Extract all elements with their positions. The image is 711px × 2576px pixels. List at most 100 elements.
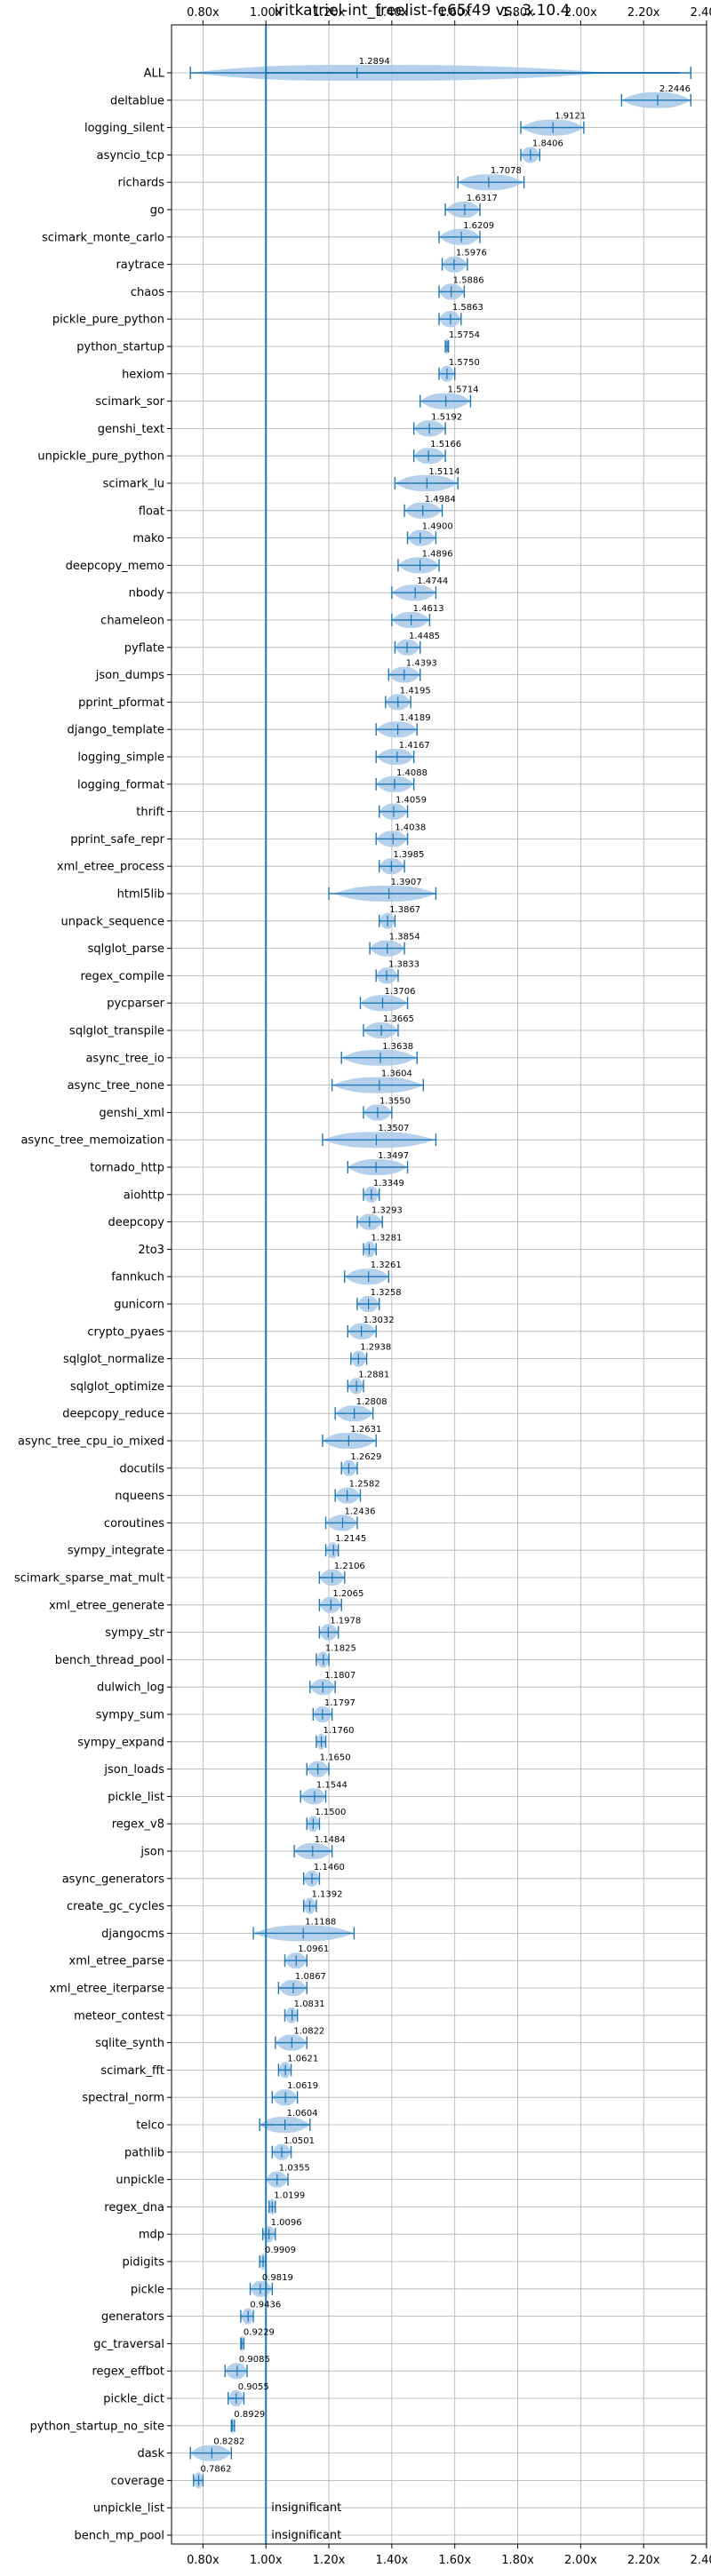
benchmark-label: regex_effbot: [92, 2365, 164, 2379]
value-label: 1.1760: [324, 1726, 355, 1736]
benchmark-label: create_gc_cycles: [67, 1900, 164, 1913]
value-label: 1.0604: [287, 2109, 318, 2119]
x-tick-label-top: 1.20x: [313, 6, 346, 20]
benchmark-label: pickle_dict: [103, 2393, 164, 2406]
value-label: 1.0619: [287, 2081, 318, 2091]
benchmark-label: async_tree_cpu_io_mixed: [18, 1435, 164, 1449]
value-label: 1.4167: [399, 741, 430, 751]
value-label: 1.6209: [463, 221, 494, 231]
benchmark-label: coverage: [111, 2475, 164, 2488]
benchmark-label: bench_mp_pool: [74, 2530, 164, 2543]
value-label: 1.3261: [371, 1260, 402, 1270]
benchmark-label: sqlglot_parse: [88, 942, 164, 956]
value-label: 1.2629: [350, 1452, 381, 1462]
benchmark-label: float: [139, 505, 164, 518]
benchmark-label: sympy_sum: [96, 1709, 164, 1722]
benchmark-label: deepcopy: [108, 1216, 164, 1229]
benchmark-label: sqlglot_transpile: [69, 1025, 164, 1038]
benchmark-label: pickle: [131, 2283, 164, 2296]
value-label: 1.4900: [422, 522, 453, 532]
benchmark-label: meteor_contest: [74, 2009, 164, 2023]
value-label: 1.5166: [430, 440, 461, 449]
value-label: 1.2582: [349, 1480, 380, 1490]
x-tick-label-bottom: 1.00x: [250, 2554, 283, 2567]
benchmark-label: chaos: [131, 286, 164, 299]
benchmark-label: xml_etree_generate: [49, 1599, 164, 1612]
benchmark-label: coroutines: [104, 1517, 164, 1530]
benchmark-label: unpack_sequence: [60, 915, 164, 928]
value-label: 1.4088: [396, 768, 427, 778]
benchmark-label: python_startup: [76, 341, 164, 354]
value-label: 1.1460: [314, 1863, 345, 1872]
benchmark-label: html5lib: [117, 888, 164, 902]
benchmark-label: richards: [118, 177, 165, 190]
benchmark-label: pickle_list: [108, 1791, 164, 1804]
benchmark-label: json_dumps: [95, 669, 164, 682]
value-label: 0.9436: [250, 2301, 281, 2310]
value-label: 1.4059: [395, 796, 427, 806]
value-label: 1.2808: [356, 1397, 387, 1407]
benchmark-label: genshi_xml: [99, 1107, 164, 1120]
benchmark-label: raytrace: [116, 258, 164, 272]
value-label: 1.3293: [371, 1206, 403, 1216]
benchmark-label: scimark_lu: [103, 478, 164, 491]
value-label: 0.8929: [234, 2410, 265, 2420]
benchmark-label: fannkuch: [111, 1271, 164, 1284]
benchmark-label: asyncio_tcp: [97, 149, 164, 163]
benchmark-label: go: [150, 204, 164, 218]
value-label: 1.1544: [316, 1780, 348, 1790]
value-label: 1.0501: [284, 2136, 315, 2146]
insignificant-label: insignificant: [271, 2501, 341, 2515]
benchmark-label: python_startup_no_site: [30, 2420, 164, 2433]
value-label: 1.2631: [350, 1425, 381, 1435]
benchmark-label: nqueens: [115, 1490, 164, 1503]
benchmark-label: docutils: [119, 1462, 164, 1475]
value-label: 1.3854: [389, 933, 420, 942]
value-label: 1.1825: [325, 1643, 356, 1653]
value-label: 1.4613: [413, 604, 444, 614]
benchmark-label: 2to3: [138, 1244, 164, 1257]
value-label: 1.3032: [363, 1316, 395, 1325]
benchmark-label: pidigits: [123, 2256, 165, 2270]
benchmark-label: gunicorn: [114, 1299, 164, 1312]
value-label: 1.1807: [324, 1671, 356, 1681]
benchmark-label: pathlib: [124, 2146, 164, 2159]
value-label: 0.9055: [238, 2382, 269, 2392]
benchmark-label: sqlite_synth: [95, 2037, 164, 2050]
benchmark-label: regex_compile: [80, 970, 164, 983]
value-label: 1.2436: [344, 1507, 375, 1516]
x-tick-label-top: 1.60x: [438, 6, 471, 20]
benchmark-label: nbody: [129, 587, 165, 600]
value-label: 1.5714: [448, 386, 479, 395]
value-label: 1.0355: [279, 2164, 310, 2174]
value-label: 1.3665: [383, 1014, 414, 1024]
value-label: 1.1500: [315, 1808, 346, 1817]
labels: 0.80x 0.80x 1.00x 1.00x 1.20x 1.20x 1.40x 1.40x…: [14, 6, 711, 2567]
benchmark-label: dask: [137, 2447, 164, 2461]
benchmark-label: regex_v8: [112, 1818, 164, 1832]
x-tick-label-top: 2.40x: [691, 6, 711, 20]
value-label: 1.5976: [456, 249, 487, 258]
value-label: 1.4195: [400, 686, 431, 696]
value-label: 1.3985: [393, 850, 424, 860]
value-label: 1.3833: [388, 959, 419, 969]
benchmark-label: pyflate: [124, 641, 164, 655]
value-label: 1.0096: [271, 2218, 302, 2228]
benchmark-label: scimark_sparse_mat_mult: [14, 1572, 164, 1586]
value-label: 1.4038: [395, 823, 426, 832]
value-label: 1.1188: [305, 1917, 336, 1927]
benchmark-label: bench_thread_pool: [55, 1654, 164, 1667]
value-label: 1.4896: [422, 549, 453, 559]
value-label: 1.5886: [453, 275, 484, 285]
x-tick-label-top: 1.40x: [376, 6, 409, 20]
value-label: 1.4744: [417, 576, 448, 586]
benchmark-label: json_loads: [103, 1763, 164, 1777]
value-label: 1.4984: [425, 495, 456, 505]
value-label: 1.4485: [409, 632, 440, 641]
value-label: 0.9085: [239, 2355, 270, 2365]
benchmark-label: djangocms: [101, 1928, 164, 1941]
benchmark-label: dulwich_log: [97, 1682, 164, 1695]
benchmark-label: unpickle: [116, 2174, 164, 2187]
value-label: 1.3604: [381, 1069, 412, 1079]
value-label: 1.7078: [491, 166, 522, 176]
